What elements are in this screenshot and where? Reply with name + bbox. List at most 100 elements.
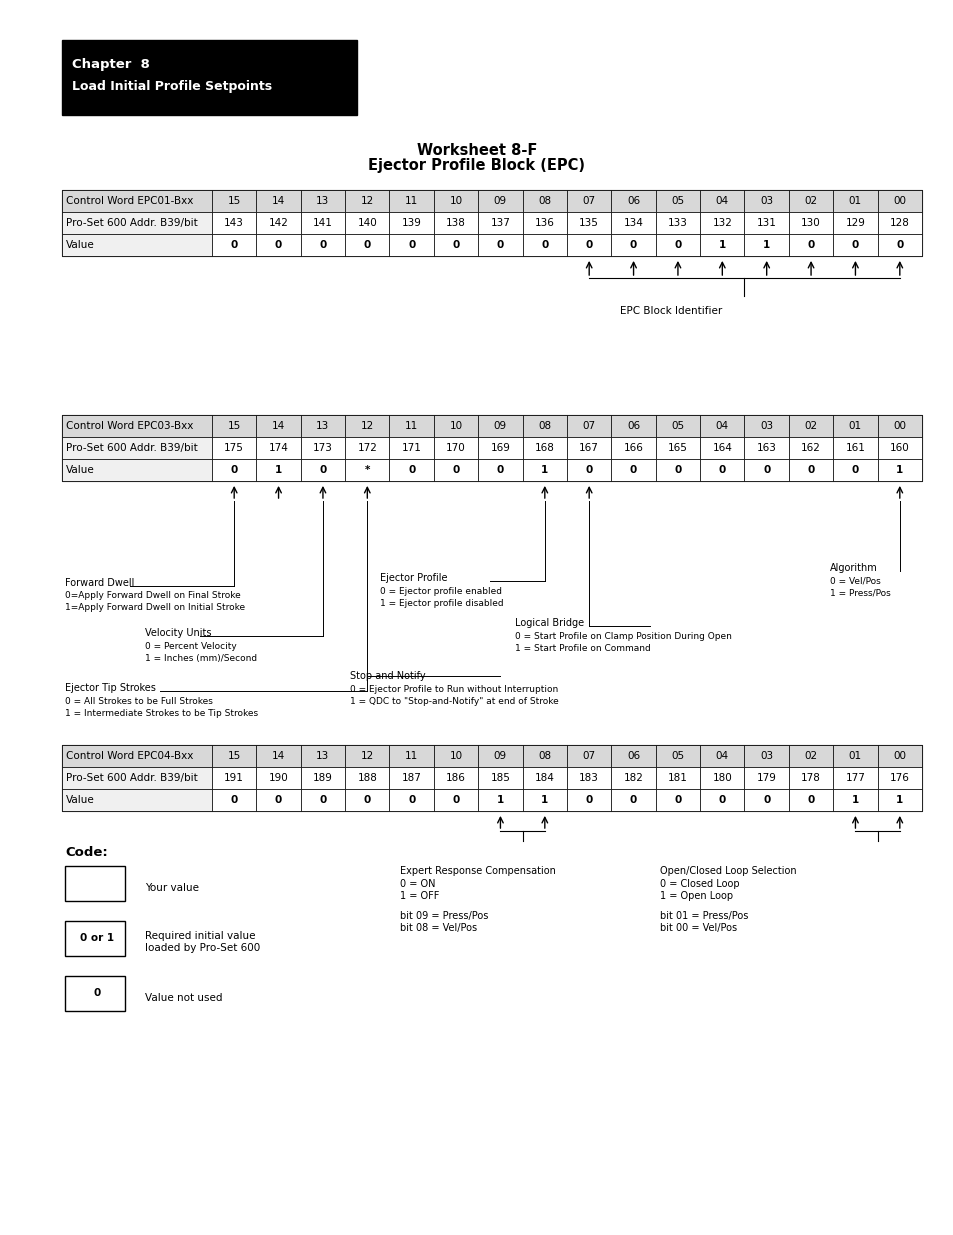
Bar — [300, 233, 345, 256]
Bar — [611, 767, 655, 789]
Bar — [477, 459, 522, 480]
Text: 168: 168 — [535, 443, 554, 453]
Text: 0: 0 — [851, 240, 858, 249]
Text: 10: 10 — [449, 421, 462, 431]
Bar — [788, 459, 832, 480]
Bar — [477, 767, 522, 789]
Text: 15: 15 — [228, 196, 240, 206]
Bar — [434, 212, 477, 233]
Text: Pro-Set 600 Addr. B39/bit: Pro-Set 600 Addr. B39/bit — [66, 219, 197, 228]
Text: 00: 00 — [892, 421, 905, 431]
Text: 01: 01 — [848, 751, 862, 761]
Bar — [743, 437, 788, 459]
Bar — [655, 437, 700, 459]
Text: 05: 05 — [671, 196, 684, 206]
Bar — [434, 233, 477, 256]
Text: 0 = All Strokes to be Full Strokes: 0 = All Strokes to be Full Strokes — [65, 697, 213, 706]
Bar — [700, 190, 743, 212]
Text: 180: 180 — [712, 773, 731, 783]
Bar — [655, 789, 700, 811]
Bar — [743, 767, 788, 789]
Bar — [655, 745, 700, 767]
Text: 0: 0 — [319, 466, 326, 475]
Text: 14: 14 — [272, 421, 285, 431]
Bar — [62, 212, 212, 233]
Bar — [62, 415, 921, 480]
Text: 02: 02 — [803, 421, 817, 431]
Text: 15: 15 — [228, 751, 240, 761]
Text: 143: 143 — [224, 219, 244, 228]
Bar — [566, 745, 611, 767]
Text: 0: 0 — [895, 240, 902, 249]
Bar — [832, 212, 877, 233]
Bar — [62, 745, 212, 767]
Bar — [212, 415, 256, 437]
Text: 0: 0 — [93, 988, 100, 998]
Bar — [300, 190, 345, 212]
Text: 02: 02 — [803, 751, 817, 761]
Bar — [522, 415, 566, 437]
Text: 10: 10 — [449, 751, 462, 761]
Bar — [477, 745, 522, 767]
Bar — [743, 233, 788, 256]
Text: 191: 191 — [224, 773, 244, 783]
Text: Open/Closed Loop Selection: Open/Closed Loop Selection — [659, 866, 796, 876]
Text: 1: 1 — [540, 466, 548, 475]
Text: 137: 137 — [490, 219, 510, 228]
Bar — [611, 212, 655, 233]
Text: 132: 132 — [712, 219, 732, 228]
Bar — [788, 745, 832, 767]
Text: 1: 1 — [762, 240, 769, 249]
Bar — [389, 789, 434, 811]
Bar — [832, 767, 877, 789]
Bar — [389, 745, 434, 767]
Bar — [300, 437, 345, 459]
Text: 0 = Percent Velocity: 0 = Percent Velocity — [145, 642, 236, 651]
Text: 00: 00 — [892, 751, 905, 761]
Text: 1 = Ejector profile disabled: 1 = Ejector profile disabled — [379, 599, 503, 608]
Bar — [743, 212, 788, 233]
Bar — [566, 190, 611, 212]
Text: 165: 165 — [667, 443, 687, 453]
Bar — [62, 190, 921, 256]
Bar — [65, 866, 125, 902]
Bar — [256, 212, 300, 233]
Bar — [256, 789, 300, 811]
Bar — [655, 767, 700, 789]
Text: 0 = Vel/Pos: 0 = Vel/Pos — [829, 577, 880, 585]
Bar — [566, 437, 611, 459]
Text: 0: 0 — [629, 795, 637, 805]
Text: Pro-Set 600 Addr. B39/bit: Pro-Set 600 Addr. B39/bit — [66, 773, 197, 783]
Bar — [877, 437, 921, 459]
Bar — [212, 233, 256, 256]
Bar — [788, 233, 832, 256]
Bar — [389, 190, 434, 212]
Text: 1: 1 — [718, 240, 725, 249]
Bar — [522, 745, 566, 767]
Text: 11: 11 — [405, 751, 417, 761]
Text: 1 = Open Loop: 1 = Open Loop — [659, 890, 732, 902]
Text: 07: 07 — [582, 196, 595, 206]
Bar — [300, 459, 345, 480]
Bar — [611, 789, 655, 811]
Bar — [345, 745, 389, 767]
Bar — [566, 415, 611, 437]
Bar — [566, 212, 611, 233]
Text: Algorithm: Algorithm — [829, 563, 877, 573]
Bar — [434, 767, 477, 789]
Text: 187: 187 — [401, 773, 421, 783]
Bar — [256, 459, 300, 480]
Text: 161: 161 — [844, 443, 864, 453]
Bar — [212, 437, 256, 459]
Text: Value: Value — [66, 240, 94, 249]
Text: 1: 1 — [895, 795, 902, 805]
Text: Ejector Tip Strokes: Ejector Tip Strokes — [65, 683, 155, 693]
Bar — [522, 212, 566, 233]
FancyBboxPatch shape — [62, 40, 356, 115]
Text: 0: 0 — [718, 795, 725, 805]
Text: 1 = QDC to "Stop-and-Notify" at end of Stroke: 1 = QDC to "Stop-and-Notify" at end of S… — [350, 697, 558, 706]
Text: 0: 0 — [231, 466, 237, 475]
Text: 06: 06 — [626, 751, 639, 761]
Bar — [832, 789, 877, 811]
Bar — [300, 212, 345, 233]
